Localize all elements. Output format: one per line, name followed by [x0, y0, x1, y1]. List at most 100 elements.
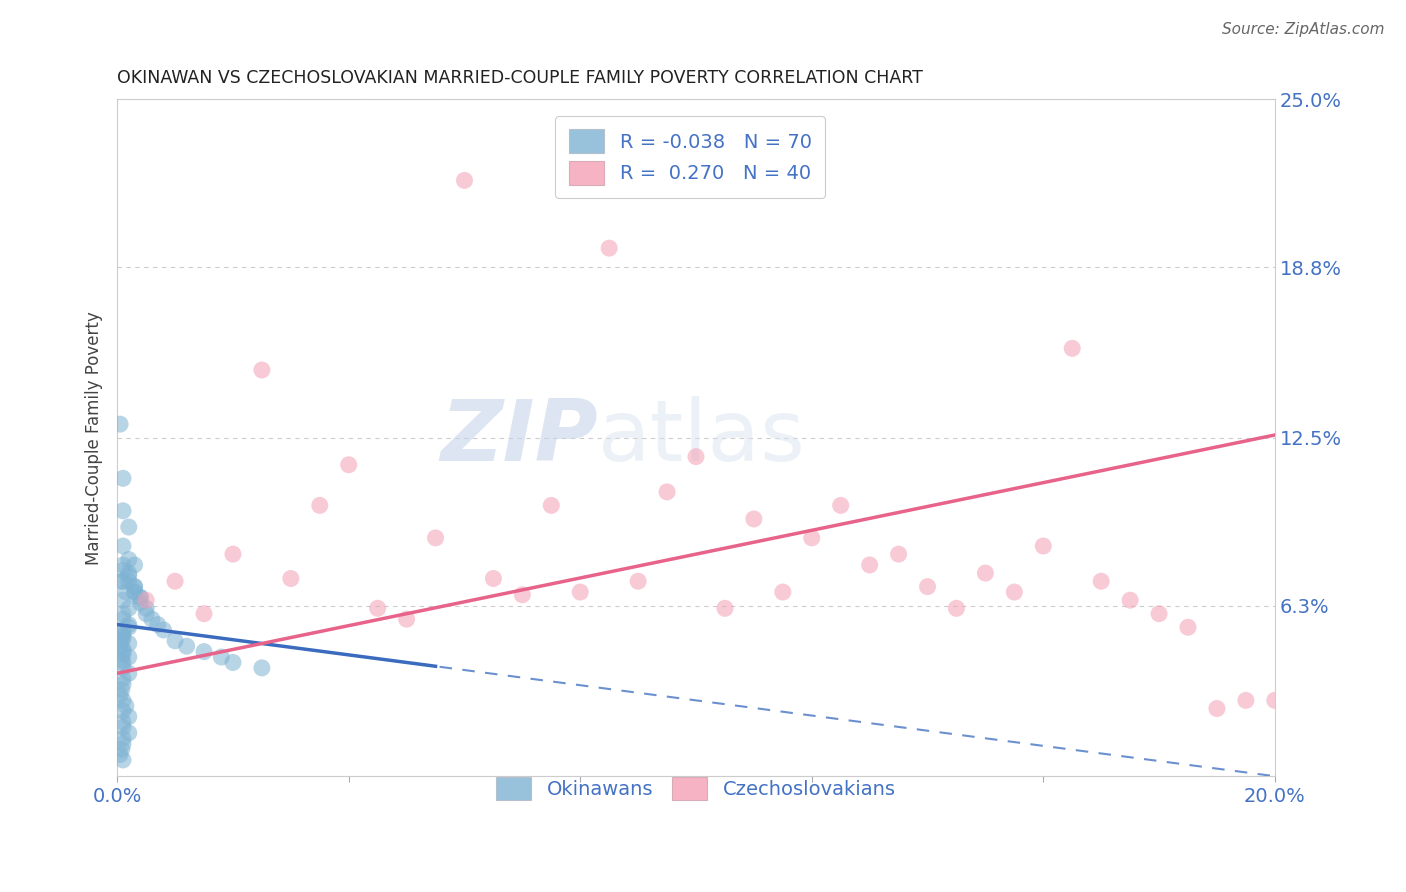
Point: [124, 580, 146, 594]
Point: [111, 504, 134, 518]
Point: [111, 623, 134, 637]
Point: [118, 666, 141, 681]
Point: [129, 596, 152, 610]
Point: [135, 601, 157, 615]
Point: [111, 731, 134, 746]
Point: [146, 617, 169, 632]
Point: [111, 628, 134, 642]
Point: [974, 566, 997, 580]
Point: [111, 661, 134, 675]
Point: [124, 585, 146, 599]
Point: [152, 623, 174, 637]
Point: [111, 641, 134, 656]
Point: [859, 558, 882, 572]
Point: [111, 682, 134, 697]
Point: [1206, 701, 1229, 715]
Point: [111, 633, 134, 648]
Text: atlas: atlas: [598, 396, 806, 479]
Point: [108, 747, 131, 762]
Point: [193, 645, 215, 659]
Point: [111, 672, 134, 686]
Point: [118, 552, 141, 566]
Point: [118, 709, 141, 723]
Point: [280, 572, 302, 586]
Point: [742, 512, 765, 526]
Point: [627, 574, 650, 589]
Point: [111, 648, 134, 662]
Point: [1119, 593, 1142, 607]
Point: [193, 607, 215, 621]
Point: [118, 601, 141, 615]
Point: [165, 574, 187, 589]
Point: [135, 607, 157, 621]
Point: [111, 563, 134, 577]
Point: [308, 499, 330, 513]
Point: [337, 458, 360, 472]
Point: [111, 631, 134, 645]
Point: [945, 601, 967, 615]
Point: [111, 721, 134, 735]
Point: [1090, 574, 1112, 589]
Point: [124, 580, 146, 594]
Point: [1264, 693, 1286, 707]
Point: [1177, 620, 1199, 634]
Point: [118, 636, 141, 650]
Point: [1032, 539, 1054, 553]
Point: [917, 580, 939, 594]
Point: [1002, 585, 1025, 599]
Point: [135, 593, 157, 607]
Point: [209, 650, 232, 665]
Point: [118, 726, 141, 740]
Point: [115, 585, 138, 599]
Point: [425, 531, 447, 545]
Point: [714, 601, 737, 615]
Point: [129, 591, 152, 605]
Text: ZIP: ZIP: [440, 396, 598, 479]
Point: [118, 566, 141, 580]
Point: [118, 650, 141, 665]
Point: [887, 547, 910, 561]
Point: [115, 698, 138, 713]
Point: [111, 645, 134, 659]
Point: [598, 241, 620, 255]
Point: [830, 499, 852, 513]
Point: [118, 574, 141, 589]
Point: [111, 656, 134, 670]
Point: [111, 714, 134, 729]
Point: [111, 539, 134, 553]
Y-axis label: Married-Couple Family Poverty: Married-Couple Family Poverty: [86, 310, 103, 565]
Point: [685, 450, 707, 464]
Point: [118, 617, 141, 632]
Point: [165, 633, 187, 648]
Point: [569, 585, 592, 599]
Point: [222, 656, 245, 670]
Point: [111, 737, 134, 751]
Point: [108, 688, 131, 702]
Point: [655, 484, 678, 499]
Point: [124, 585, 146, 599]
Point: [111, 607, 134, 621]
Point: [111, 574, 134, 589]
Point: [367, 601, 389, 615]
Point: [395, 612, 418, 626]
Point: [124, 558, 146, 572]
Point: [111, 704, 134, 718]
Point: [111, 677, 134, 691]
Point: [250, 363, 273, 377]
Point: [118, 620, 141, 634]
Point: [512, 588, 534, 602]
Point: [111, 593, 134, 607]
Point: [540, 499, 562, 513]
Point: [176, 639, 198, 653]
Point: [1147, 607, 1170, 621]
Legend: Okinawans, Czechoslovakians: Okinawans, Czechoslovakians: [482, 763, 910, 814]
Point: [111, 653, 134, 667]
Point: [111, 625, 134, 640]
Point: [772, 585, 794, 599]
Point: [111, 612, 134, 626]
Point: [111, 471, 134, 485]
Point: [222, 547, 245, 561]
Point: [108, 417, 131, 432]
Point: [1062, 342, 1084, 356]
Point: [111, 558, 134, 572]
